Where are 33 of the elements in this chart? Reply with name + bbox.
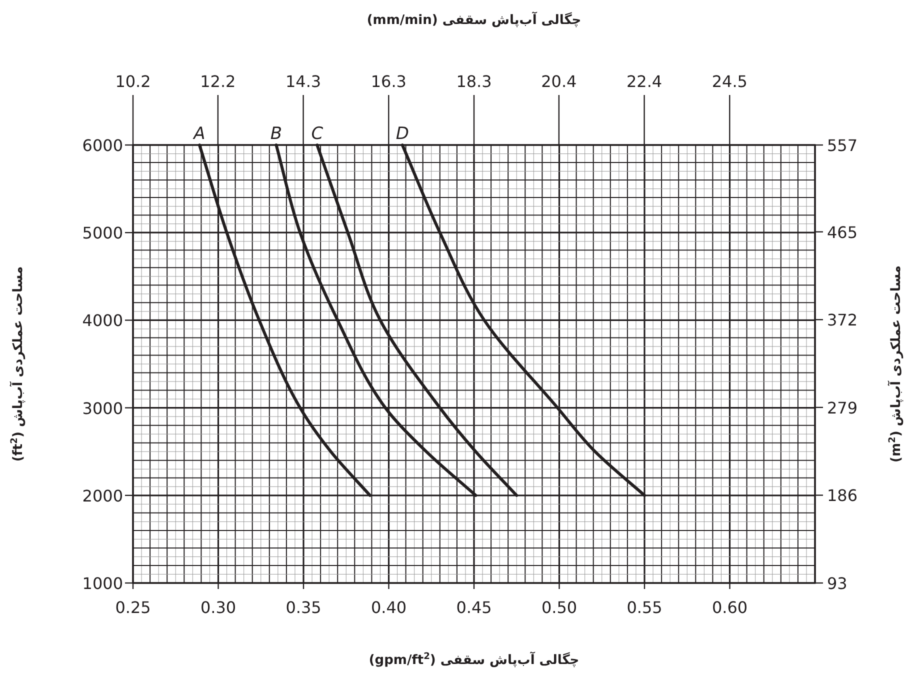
y2-tick-label: 557 [827, 136, 858, 155]
series-label: B [270, 124, 282, 144]
y2-tick-label: 372 [827, 310, 858, 330]
series-label: D [396, 124, 409, 144]
x-tick-label: 0.25 [115, 598, 151, 617]
y2-tick-label: 465 [827, 222, 858, 242]
x2-tick-label: 10.2 [115, 72, 151, 91]
x2-tick-label: 14.3 [285, 72, 322, 91]
x-tick-label: 0.55 [626, 598, 662, 617]
y-tick-label: 2000 [82, 486, 123, 506]
y-tick-label: 5000 [82, 224, 123, 243]
x2-axis-title: چگالی آب‌پاش سقفی (mm/min) [366, 11, 582, 28]
x2-tick-label: 24.5 [712, 72, 748, 91]
x-tick-label: 0.45 [456, 598, 492, 617]
y2-tick-label: 186 [827, 486, 858, 506]
x2-tick-label: 12.2 [200, 72, 236, 91]
y-tick-label: 3000 [82, 398, 123, 418]
x2-tick-label: 20.4 [541, 72, 577, 91]
y-tick-label: 6000 [82, 136, 123, 155]
x2-tick-label: 18.3 [456, 72, 492, 91]
y-tick-label: 4000 [82, 311, 123, 330]
x2-tick-label: 16.3 [370, 72, 406, 91]
x-tick-label: 0.50 [541, 598, 578, 617]
y2-tick-label: 93 [827, 574, 848, 593]
x-tick-label: 0.35 [286, 598, 322, 617]
x-tick-label: 0.30 [200, 598, 236, 617]
series-label: A [192, 124, 206, 144]
x-tick-label: 0.60 [712, 598, 748, 617]
x-tick-label: 0.40 [370, 598, 407, 617]
x2-tick-label: 22.4 [626, 72, 662, 91]
y-tick-label: 1000 [82, 574, 123, 593]
y2-tick-label: 279 [827, 398, 858, 418]
series-label: C [311, 124, 324, 144]
